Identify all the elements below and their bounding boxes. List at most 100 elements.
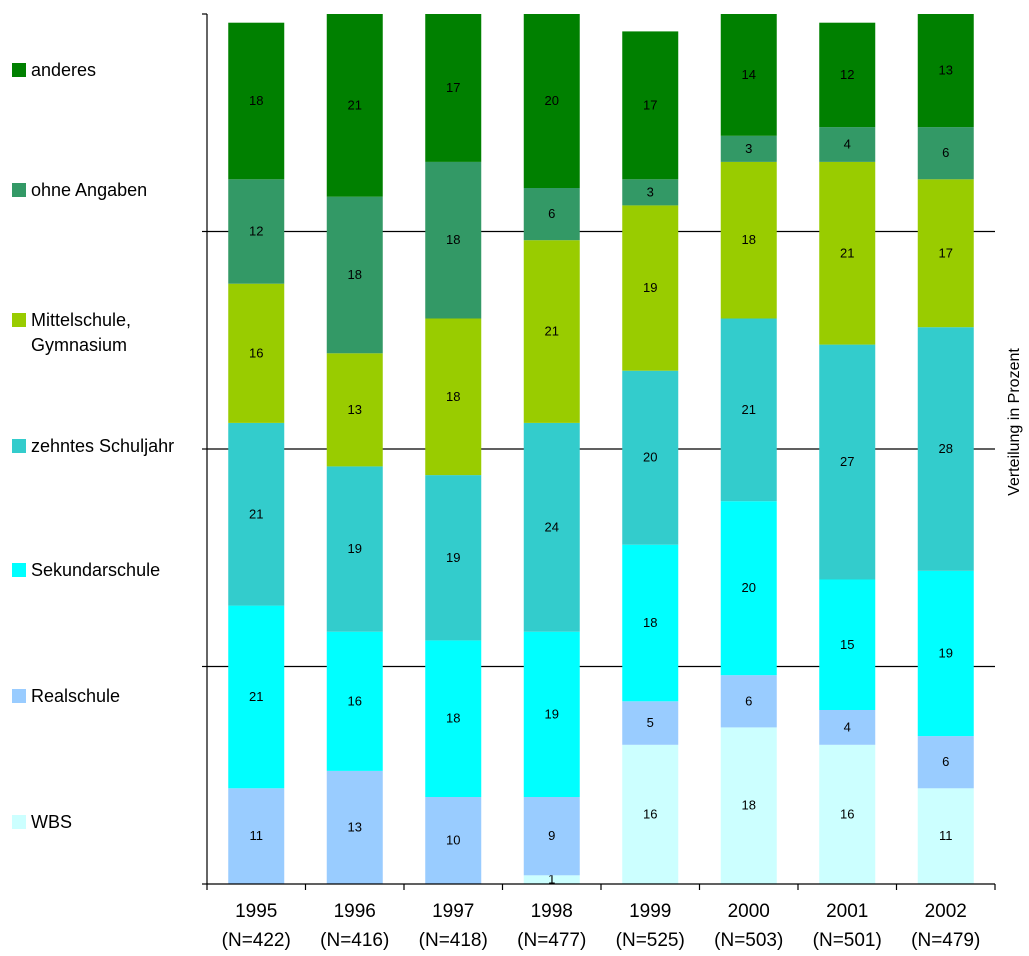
data-label: 20: [545, 93, 559, 108]
bar-segment-sekundarschule-2002: [917, 570, 974, 737]
bar-segment-zehntes-schuljahr-1996: [326, 466, 383, 632]
bar-segment-sekundarschule-2000: [720, 501, 777, 676]
x-tick-label: 1998: [531, 901, 573, 922]
data-label: 17: [643, 97, 657, 112]
x-tick-label: 2002: [925, 901, 967, 922]
data-label: 4: [844, 719, 851, 734]
legend-item-wbs: WBS: [12, 812, 72, 832]
data-label: 27: [840, 454, 854, 469]
legend-label: Realschule: [31, 686, 120, 706]
bar-segment-anderes-1995: [228, 22, 285, 180]
x-tick-sublabel: (N=525): [616, 930, 685, 951]
data-label: 18: [742, 798, 756, 813]
data-label: 14: [742, 67, 756, 82]
bar-segment-wbs-1998: [523, 875, 580, 884]
data-label: 18: [446, 389, 460, 404]
legend-label: WBS: [31, 812, 72, 832]
data-label: 19: [939, 645, 953, 660]
data-label: 18: [446, 711, 460, 726]
bar-segment-realschule-1995: [228, 788, 285, 884]
bar-stack-1997: 10 18 19 18 18 17: [425, 14, 482, 884]
bar-segment-ohne-angaben-2000: [720, 135, 777, 162]
bar-segment-ohne-angaben-1997: [425, 161, 482, 319]
bar-segment-anderes-1998: [523, 14, 580, 188]
x-tick-label: 1995: [235, 901, 277, 922]
bar-segment-wbs-1999: [622, 744, 679, 884]
data-label: 17: [939, 245, 953, 260]
data-label: 16: [348, 693, 362, 708]
legend-label: anderes: [31, 60, 96, 80]
data-label: 18: [446, 232, 460, 247]
data-label: 9: [548, 828, 555, 843]
legend-item-ohne-angaben: ohne Angaben: [12, 180, 147, 200]
bar-segment-anderes-2001: [819, 22, 876, 128]
data-label: 21: [249, 506, 263, 521]
data-label: 12: [840, 67, 854, 82]
data-label: 6: [942, 754, 949, 769]
bar-segment-realschule-1998: [523, 797, 580, 876]
bar-segment-mittelschule-gymnasium-2001: [819, 161, 876, 345]
data-label: 21: [249, 689, 263, 704]
bar-segment-mittelschule-gymnasium-2002: [917, 179, 974, 328]
bar-segment-sekundarschule-1996: [326, 631, 383, 771]
bar-segment-zehntes-schuljahr-1999: [622, 370, 679, 545]
x-tick-sublabel: (N=422): [222, 930, 291, 951]
legend: anderes ohne Angaben Mittelschule, Gymnasiu…: [12, 60, 174, 832]
data-label: 21: [840, 245, 854, 260]
bar-segment-zehntes-schuljahr-1997: [425, 475, 482, 641]
bar-segment-ohne-angaben-1999: [622, 179, 679, 206]
x-tick-label: 2000: [728, 901, 770, 922]
data-label: 11: [250, 828, 264, 843]
x-tick-sublabel: (N=416): [320, 930, 389, 951]
legend-swatch: [12, 183, 26, 197]
data-label: 21: [348, 97, 362, 112]
x-tick-sublabel: (N=503): [714, 930, 783, 951]
bar-stack-2000: 18 6 20 21 18 3 14: [720, 14, 777, 884]
bar-segment-mittelschule-gymnasium-1999: [622, 205, 679, 371]
x-tick-labels: 1995 (N=422) 1996 (N=416) 1997 (N=418) 1998 (N=…: [222, 901, 981, 951]
bar-segment-realschule-2002: [917, 736, 974, 789]
legend-swatch: [12, 563, 26, 577]
bar-segment-wbs-2000: [720, 727, 777, 884]
legend-item-realschule: Realschule: [12, 686, 120, 706]
data-label: 15: [840, 637, 854, 652]
x-tick-sublabel: (N=501): [813, 930, 882, 951]
x-tick-label: 1999: [629, 901, 671, 922]
gridlines: [207, 230, 995, 668]
legend-item-zehntes-schuljahr: zehntes Schuljahr: [12, 436, 174, 456]
bar-segment-realschule-1999: [622, 701, 679, 745]
data-label: 19: [545, 706, 559, 721]
bar-segment-anderes-1996: [326, 14, 383, 197]
x-tick-sublabel: (N=418): [419, 930, 488, 951]
data-label: 12: [249, 224, 263, 239]
bar-segment-ohne-angaben-1998: [523, 188, 580, 241]
bar-segment-realschule-1996: [326, 770, 383, 884]
bar-stack-1995: 11 21 21 16 12 18: [228, 22, 285, 884]
data-label: 6: [942, 145, 949, 160]
data-label: 11: [939, 828, 953, 843]
data-label: 18: [348, 267, 362, 282]
data-label: 13: [939, 63, 953, 78]
bar-segment-ohne-angaben-1996: [326, 196, 383, 354]
bar-segment-mittelschule-gymnasium-1995: [228, 283, 285, 423]
data-label: 18: [643, 615, 657, 630]
x-tick-label: 1996: [334, 901, 376, 922]
legend-swatch: [12, 689, 26, 703]
legend-item-sekundarschule: Sekundarschule: [12, 560, 160, 580]
bar-segment-anderes-2000: [720, 14, 777, 136]
legend-swatch: [12, 313, 26, 327]
bar-segment-mittelschule-gymnasium-1998: [523, 240, 580, 423]
data-label: 16: [249, 345, 263, 360]
bar-stack-2001: 16 4 15 27 21 4 12: [819, 22, 876, 884]
legend-label: Gymnasium: [31, 335, 127, 355]
data-label: 10: [446, 833, 460, 848]
x-tick-sublabel: (N=477): [517, 930, 586, 951]
data-label: 4: [844, 137, 851, 152]
bar-segment-anderes-1997: [425, 14, 482, 162]
legend-label: Sekundarschule: [31, 560, 160, 580]
data-label: 16: [840, 806, 854, 821]
y-axis-title: Verteilung in Prozent: [1006, 348, 1023, 496]
data-label: 6: [745, 693, 752, 708]
data-label: 5: [647, 715, 654, 730]
